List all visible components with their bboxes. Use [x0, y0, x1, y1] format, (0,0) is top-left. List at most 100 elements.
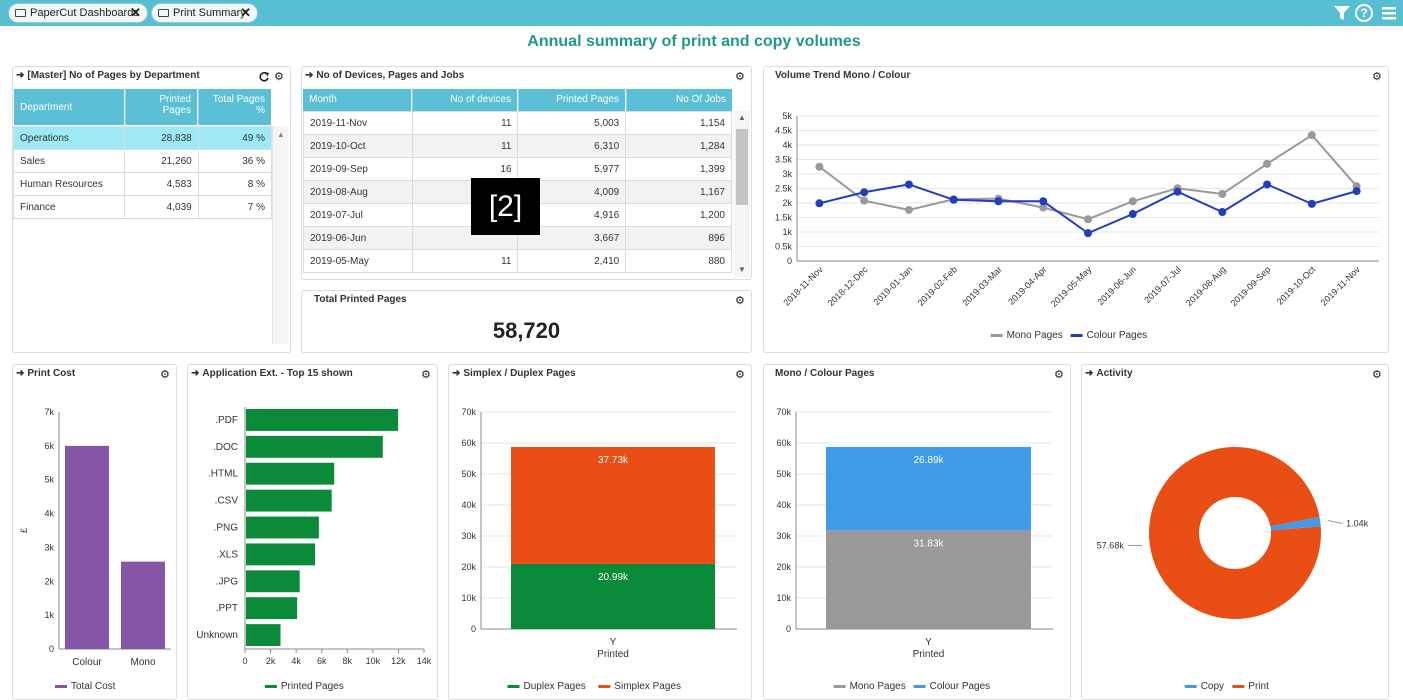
legend-swatch [55, 685, 67, 688]
data-point [1128, 210, 1137, 219]
y-tick-label: .PDF [215, 415, 238, 426]
folder-icon [158, 9, 169, 17]
legend-label: Mono Pages [850, 681, 906, 692]
data-point [1128, 197, 1137, 206]
help-icon[interactable]: ? [1355, 4, 1373, 22]
y-tick-label: 40k [776, 500, 791, 510]
y-tick-label: 10k [776, 593, 791, 603]
x-tick-label: 4k [291, 656, 301, 666]
x-tick-label: 2019-11-Nov [1319, 264, 1363, 308]
col-header-pages[interactable]: Printed Pages [518, 89, 625, 111]
y-tick-label: 30k [776, 531, 791, 541]
tab-papercut-dashboards[interactable]: PaperCut Dashboards ✕ [8, 3, 148, 23]
table-row[interactable]: 2019-11-Nov 11 5,003 1,154 [303, 111, 732, 135]
gear-icon[interactable]: ⚙ [274, 71, 284, 83]
col-header-department[interactable]: Department [14, 89, 124, 125]
expand-arrow-icon: ➜ [452, 368, 461, 379]
table-cell: 5,003 [517, 111, 627, 135]
table-row[interactable]: 2019-05-May 11 2,410 880 [303, 249, 732, 273]
table-cell: 2019-06-Jun [303, 226, 413, 250]
data-label: 20.99k [598, 572, 629, 583]
table-row[interactable]: Operations 28,838 49 % [12, 126, 273, 150]
panel-title: Total Printed Pages [314, 294, 407, 305]
pie-slice [1270, 516, 1321, 531]
folder-icon [15, 9, 26, 17]
table-cell: 2019-05-May [303, 249, 413, 273]
devices-table: 2019-11-Nov 11 5,003 1,154 2019-10-Oct 11 6,31… [303, 111, 732, 273]
panel-simplex: ➜ Simplex / Duplex Pages ⚙ 0 10k 20k 30k 40k 5… [448, 364, 752, 700]
gear-icon[interactable]: ⚙ [1054, 369, 1064, 381]
table-row[interactable]: Sales 21,260 36 % [12, 149, 273, 173]
y-tick-label: .DOC [213, 442, 238, 453]
table-cell: Operations [12, 126, 126, 150]
y-tick-label: 4k [782, 140, 792, 150]
table-row[interactable]: Finance 4,039 7 % [12, 195, 273, 219]
col-header-printed[interactable]: Printed Pages [125, 89, 197, 125]
scrollbar[interactable]: ▲ [272, 126, 289, 344]
tab-print-summary[interactable]: Print Summary ✕ [151, 3, 258, 23]
filter-icon[interactable] [1333, 4, 1351, 22]
activity-chart: 1.04k 57.68k Copy Print [1097, 447, 1369, 692]
data-point [1307, 131, 1316, 140]
menu-icon[interactable] [1380, 4, 1398, 22]
y-tick-label: 60k [461, 438, 476, 448]
col-header-total[interactable]: Total Pages % [198, 89, 271, 125]
col-header-month[interactable]: Month [303, 89, 411, 111]
legend-label: Simplex Pages [614, 681, 681, 692]
x-tick-label: 6k [317, 656, 327, 666]
panel-monocolour: Mono / Colour Pages ⚙ 0 10k 20k 30k 40k 50k 60… [763, 364, 1071, 700]
y-tick-label: 5k [44, 475, 54, 485]
data-point [1039, 197, 1048, 206]
y-tick-label: 4k [44, 509, 54, 519]
close-icon[interactable]: ✕ [240, 5, 251, 20]
data-point [1039, 203, 1048, 212]
col-header-devices[interactable]: No of devices [412, 89, 517, 111]
bar [246, 624, 281, 646]
table-row[interactable]: Human Resources 4,583 8 % [12, 172, 273, 196]
y-tick-label: 1.5k [775, 213, 793, 223]
close-icon[interactable]: ✕ [130, 5, 141, 20]
gear-icon[interactable]: ⚙ [735, 369, 745, 381]
gear-icon[interactable]: ⚙ [735, 295, 745, 307]
table-cell: 4,583 [124, 172, 199, 196]
bar [65, 445, 109, 649]
scrollbar[interactable]: ▲ ▼ [734, 111, 750, 277]
x-tick-label: 10k [366, 656, 381, 666]
table-cell: 21,260 [124, 149, 199, 173]
gear-icon[interactable]: ⚙ [421, 369, 431, 381]
gear-icon[interactable]: ⚙ [1372, 369, 1382, 381]
legend-label: Printed Pages [281, 681, 344, 692]
gear-icon[interactable]: ⚙ [735, 71, 745, 83]
table-cell: 49 % [197, 126, 273, 150]
refresh-icon[interactable] [258, 71, 270, 83]
legend-swatch [507, 685, 520, 688]
expand-arrow-icon: ➜ [16, 368, 25, 379]
y-tick-label: 4.5k [775, 126, 793, 136]
data-point [1084, 229, 1092, 238]
data-point [860, 188, 869, 197]
x-tick-label: Colour [72, 657, 102, 668]
bar [246, 435, 383, 458]
legend-label: Copy [1201, 681, 1224, 692]
legend-swatch [833, 685, 846, 688]
y-tick-label: 50k [776, 469, 791, 479]
gear-icon[interactable]: ⚙ [1372, 71, 1382, 83]
x-tick-label: 2019-09-Sep [1229, 264, 1273, 308]
dept-table: Operations 28,838 49 % Sales 21,260 36 % Human… [12, 126, 273, 219]
table-row[interactable]: 2019-10-Oct 11 6,310 1,284 [303, 134, 732, 158]
expand-arrow-icon: ➜ [16, 70, 25, 81]
col-header-jobs[interactable]: No Of Jobs [626, 89, 732, 111]
table-cell: 28,838 [124, 126, 199, 150]
data-label: 1.04k [1346, 519, 1369, 529]
x-tick-label: 2019-01-Jan [872, 264, 915, 307]
x-tick-label: 2k [266, 656, 276, 666]
data-point [1352, 187, 1361, 196]
table-cell: 1,399 [625, 157, 732, 181]
series-line [818, 133, 1358, 221]
tab-label: Print Summary [173, 7, 246, 19]
x-tick-label: 8k [343, 656, 353, 666]
gear-icon[interactable]: ⚙ [160, 369, 170, 381]
panel-title: ➜ Print Cost [16, 368, 76, 379]
scrollbar-thumb[interactable] [736, 129, 748, 205]
x-tick-label: 2019-02-Feb [916, 264, 960, 308]
